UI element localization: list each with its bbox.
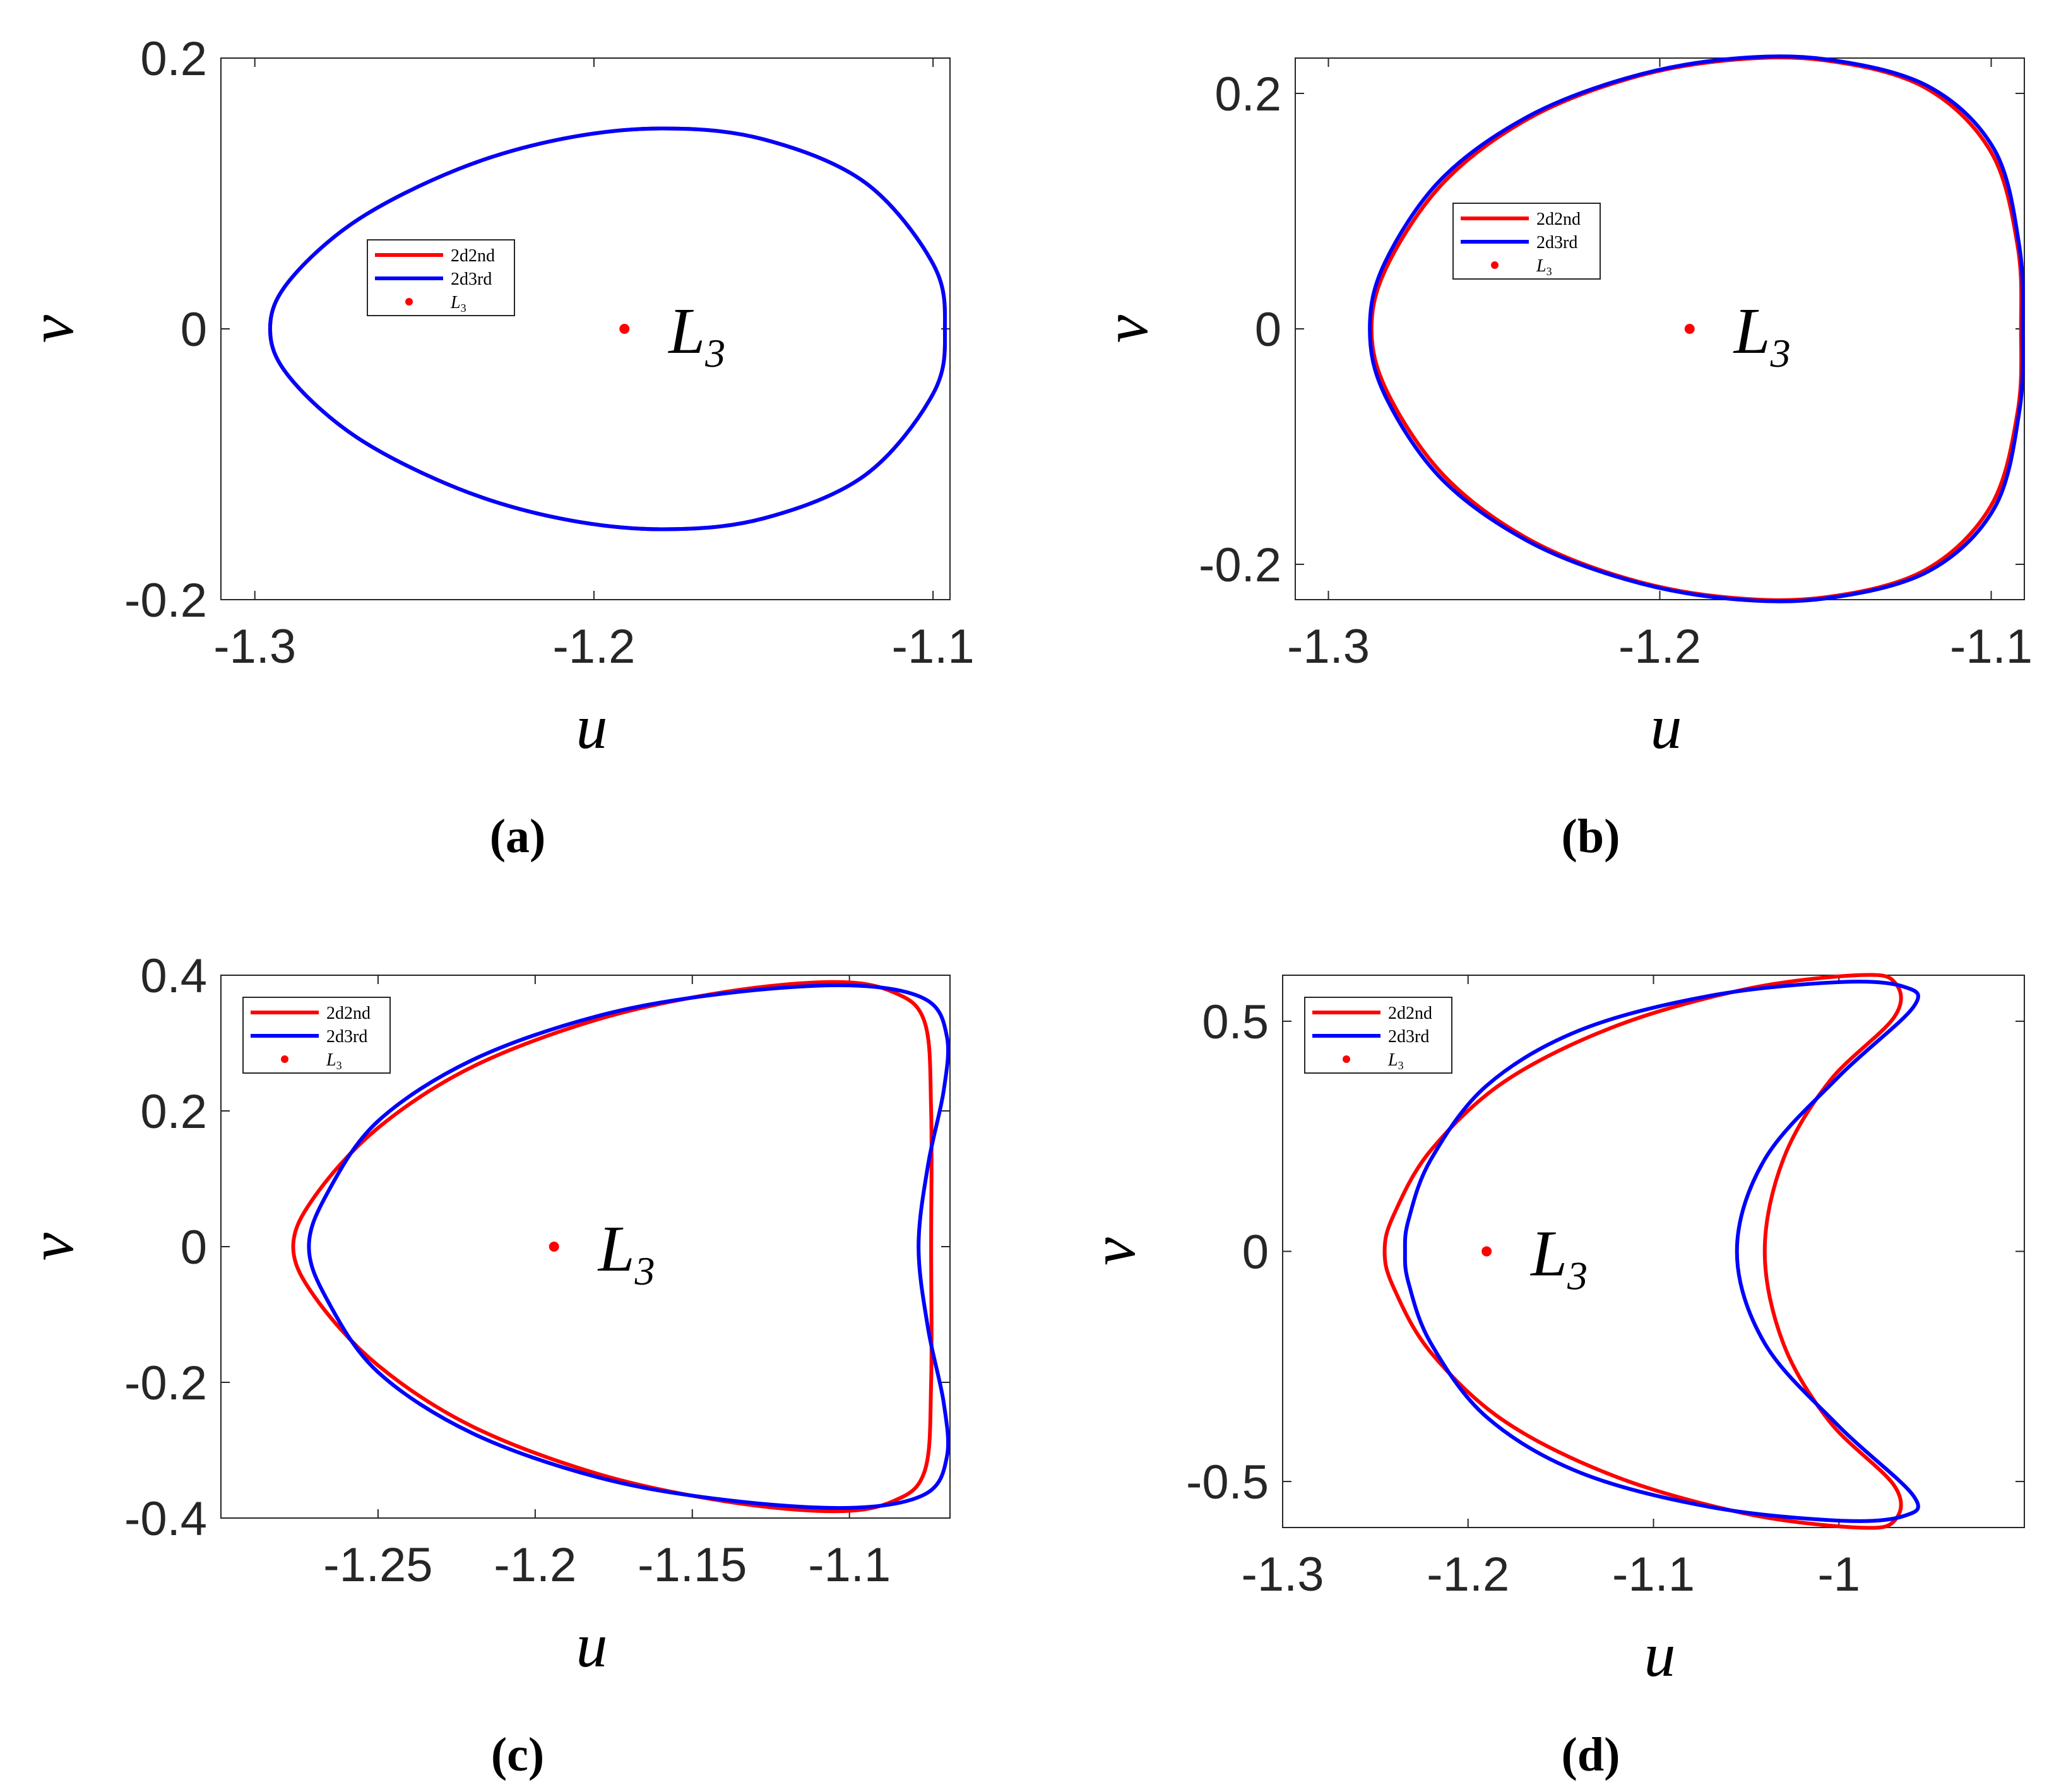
axes-frame	[1295, 57, 2025, 600]
x-axis-label: u	[576, 1610, 608, 1680]
panel-c: -1.25 -1.2 -1.15 -1.1 -0.4 -0.2 0 0.2 0.4 u v L3 2d2…	[16, 949, 951, 1781]
l3-point-label: L3	[1529, 1218, 1588, 1298]
x-tick-label: -1.3	[1242, 1548, 1324, 1601]
l3-point-label-subscript: 3	[634, 1249, 655, 1293]
panel-caption: (c)	[491, 1728, 544, 1781]
series-2d2nd-curve	[1382, 973, 1903, 1530]
x-tick-label: -1.15	[638, 1538, 747, 1592]
y-tick-label: 0.2	[1214, 68, 1281, 121]
y-tick-label: 0.4	[140, 949, 207, 1003]
y-tick-label: 0	[1255, 303, 1281, 357]
l3-point-label-subscript: 3	[1770, 331, 1791, 376]
x-tick-label: -1	[1817, 1548, 1860, 1601]
l3-point	[619, 324, 630, 334]
legend-entry-l3-swatch	[1491, 261, 1499, 269]
panel-d: -1.3 -1.2 -1.1 -1-0.500.5uv L32d2nd2d3rdL3(d…	[1078, 973, 2025, 1781]
x-axis-label: u	[576, 692, 608, 762]
axes-frame	[220, 57, 951, 600]
legend-entry-2d2nd-label: 2d2nd	[451, 246, 495, 266]
l3-point-label-subscript: 3	[1567, 1254, 1588, 1298]
panel-caption: (a)	[490, 810, 546, 863]
x-tick-label: -1.2	[552, 620, 635, 673]
x-tick-label: -1.25	[323, 1538, 432, 1592]
x-tick-label: -1.2	[1427, 1548, 1509, 1601]
legend-entry-2d2nd-label: 2d2nd	[326, 1004, 371, 1023]
l3-point-label: L3	[667, 295, 725, 376]
legend-entry-l3-swatch	[1343, 1055, 1350, 1063]
series-2d2nd-curve	[291, 980, 934, 1514]
l3-point	[1481, 1246, 1492, 1257]
y-tick-label: -0.2	[1199, 538, 1281, 592]
series-2d3rd-curve	[1403, 980, 1920, 1523]
x-tick-label: -1.3	[1287, 620, 1370, 673]
legend-entry-l3-swatch	[281, 1055, 288, 1063]
y-tick-label: 0.2	[140, 32, 207, 86]
legend-entry-2d3rd-label: 2d3rd	[1536, 233, 1577, 252]
l3-point-label: L3	[597, 1213, 655, 1293]
x-tick-label: -1.3	[213, 620, 296, 673]
legend-entry-2d2nd-label: 2d2nd	[1388, 1004, 1432, 1023]
y-axis-label: v	[1091, 314, 1161, 343]
series-2d2nd-curve	[1369, 56, 2024, 602]
x-tick-label: -1.2	[1618, 620, 1701, 673]
x-tick-label: -1.2	[494, 1538, 576, 1592]
series-2d3rd-curve	[307, 983, 951, 1510]
y-tick-label: -0.5	[1186, 1456, 1269, 1509]
legend-entry-2d3rd-label: 2d3rd	[1388, 1027, 1429, 1047]
y-tick-label: -0.2	[124, 1356, 207, 1410]
x-axis-label: u	[1651, 692, 1682, 762]
l3-point-label-subscript: 3	[704, 331, 725, 376]
y-axis-label: v	[1078, 1237, 1148, 1266]
series-2d3rd-curve	[1368, 54, 2025, 603]
y-tick-label: -0.4	[124, 1492, 207, 1546]
x-axis-label: u	[1644, 1620, 1676, 1690]
legend-entry-2d3rd-label: 2d3rd	[451, 270, 492, 289]
series-2d2nd-curve	[268, 126, 947, 531]
x-tick-label: -1.1	[892, 620, 975, 673]
legend-entry-l3-swatch	[405, 298, 413, 306]
y-tick-label: 0	[1242, 1226, 1269, 1279]
x-tick-label: -1.1	[808, 1538, 891, 1592]
l3-point	[549, 1242, 559, 1252]
y-tick-label: -0.2	[124, 574, 207, 627]
panel-caption: (b)	[1562, 810, 1620, 863]
panel-caption: (d)	[1562, 1728, 1620, 1781]
y-tick-label: 0.2	[140, 1085, 207, 1139]
x-tick-label: -1.1	[1612, 1548, 1695, 1601]
series-2d3rd-curve	[268, 126, 947, 531]
y-tick-label: 0.5	[1202, 995, 1269, 1049]
y-axis-label: v	[16, 1232, 86, 1261]
l3-point	[1684, 324, 1695, 334]
y-tick-label: 0	[181, 1221, 207, 1274]
l3-point-label: L3	[1733, 295, 1791, 376]
x-tick-label: -1.1	[1950, 620, 2033, 673]
y-axis-label: v	[16, 314, 86, 343]
legend-entry-2d2nd-label: 2d2nd	[1536, 210, 1581, 229]
legend-entry-2d3rd-label: 2d3rd	[326, 1027, 367, 1047]
y-tick-label: 0	[181, 303, 207, 357]
